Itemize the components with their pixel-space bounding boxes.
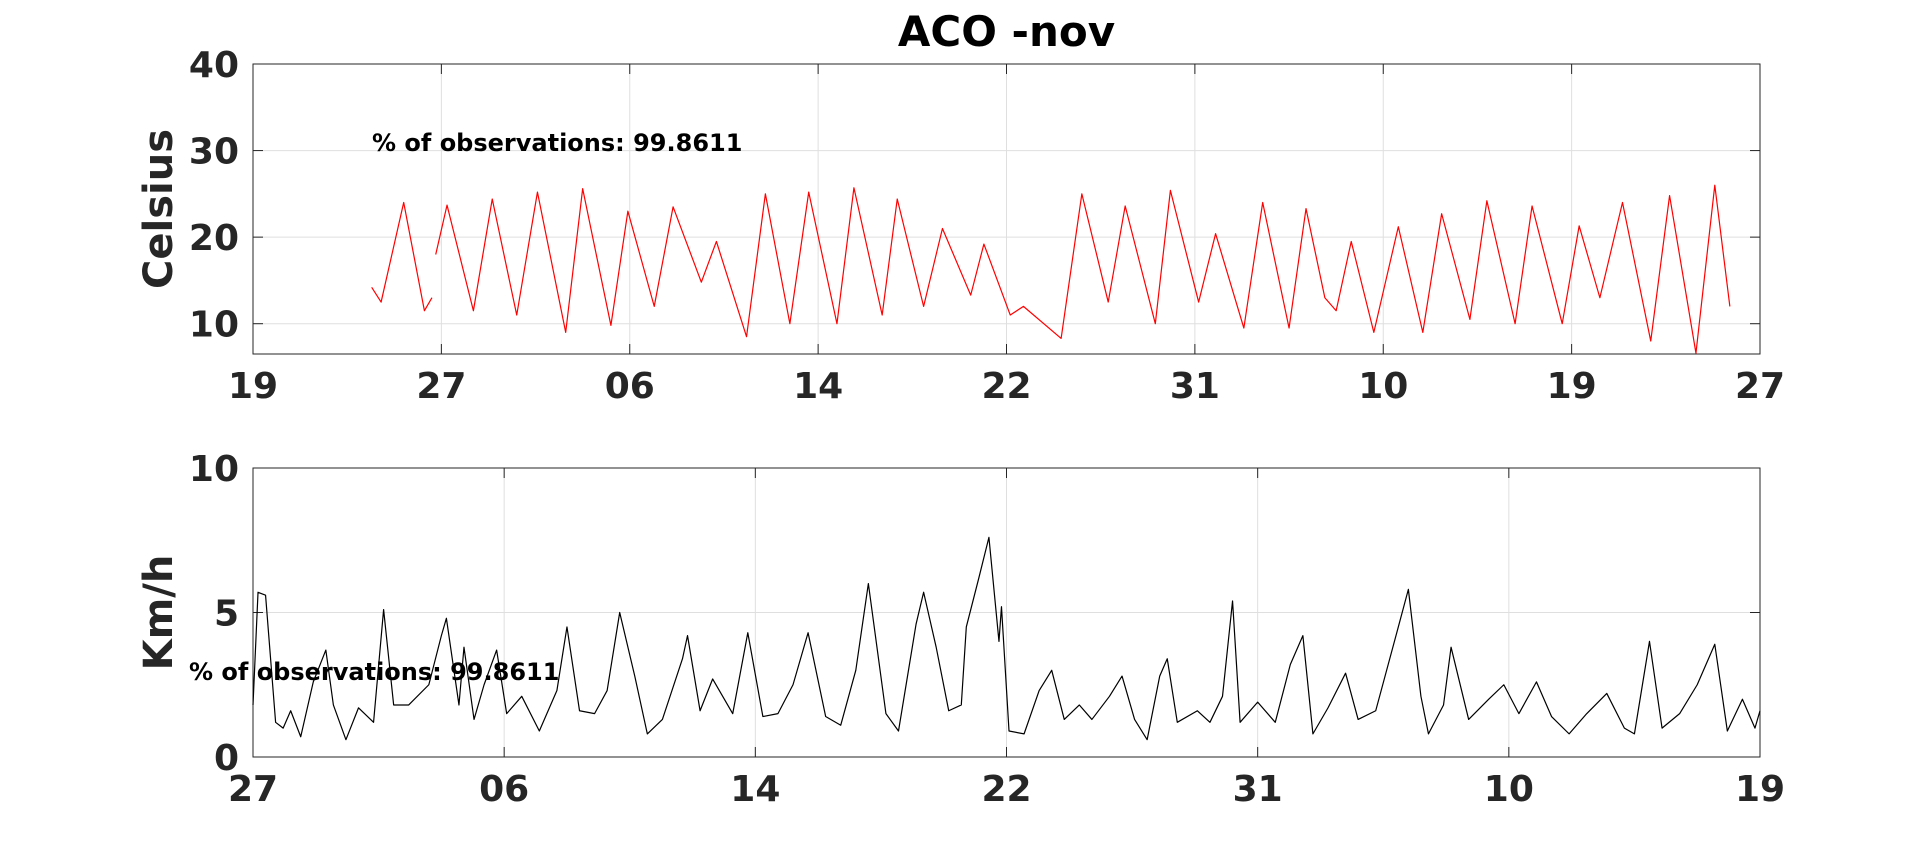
y-tick-label: 10 (189, 305, 239, 346)
x-tick-label: 22 (981, 366, 1031, 407)
x-tick-label: 06 (605, 366, 655, 407)
x-tick-label: 19 (1735, 769, 1785, 810)
x-tick-label: 10 (1484, 769, 1534, 810)
y-tick-label: 5 (214, 594, 239, 635)
data-line (252, 536, 1761, 741)
x-tick-label: 06 (479, 769, 529, 810)
x-tick-label: 27 (228, 769, 278, 810)
y-tick-label: 30 (189, 132, 239, 173)
x-tick-label: 27 (416, 366, 466, 407)
x-tick-label: 10 (1358, 366, 1408, 407)
x-tick-label: 31 (1233, 769, 1283, 810)
x-tick-label: 14 (793, 366, 843, 407)
x-tick-label: 14 (730, 769, 780, 810)
x-tick-label: 31 (1170, 366, 1220, 407)
chart-title: ACO -nov (898, 7, 1115, 56)
axes-box (252, 467, 1761, 758)
axes-box (252, 63, 1761, 355)
y-axis-label: Celsius (136, 129, 182, 289)
y-tick-label: 10 (189, 449, 239, 490)
axes: 19 27 06 14 22 31 10 19 27 10 20 30 40 Celsius % of ob… (136, 7, 1785, 407)
y-tick-label: 20 (189, 218, 239, 259)
annotation: % of observations: 99.8611 (372, 129, 742, 157)
annotation: % of observations: 99.8611 (189, 658, 559, 686)
x-tick-label: 27 (1735, 366, 1785, 407)
y-tick-label: 40 (189, 45, 239, 86)
x-tick-label: 19 (1547, 366, 1597, 407)
y-axis-label: Km/h (136, 555, 182, 671)
axes: 27 06 14 22 31 10 19 0 5 10 Km/h% of observations:… (136, 449, 1785, 810)
y-tick-label: 0 (214, 738, 239, 779)
data-line (371, 184, 1731, 354)
x-tick-label: 22 (981, 769, 1031, 810)
x-tick-label: 19 (228, 366, 278, 407)
